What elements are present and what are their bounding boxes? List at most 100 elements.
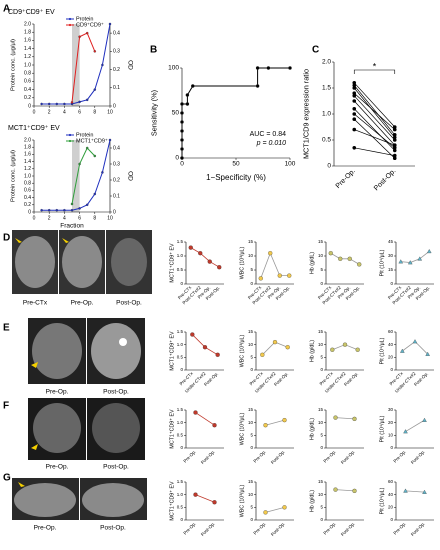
marker bbox=[357, 262, 362, 267]
series-line bbox=[71, 32, 96, 103]
y-tick-label: 0.5 bbox=[177, 355, 184, 360]
legend-marker bbox=[68, 17, 72, 21]
marker bbox=[422, 417, 427, 422]
y-tick-label: 1.5 bbox=[177, 239, 184, 244]
y2-tick-label: 0.4 bbox=[113, 145, 120, 151]
marker bbox=[108, 22, 112, 26]
marker bbox=[412, 339, 418, 344]
marker bbox=[392, 133, 397, 137]
y-tick-label: 15 bbox=[248, 329, 254, 334]
marker bbox=[352, 94, 357, 98]
marker bbox=[352, 86, 357, 90]
y-tick-label: 100 bbox=[168, 65, 179, 72]
x-tick-label: 10 bbox=[107, 109, 113, 115]
y-tick-label: 1.5 bbox=[177, 407, 184, 412]
y-tick-label: 0 bbox=[175, 155, 179, 162]
marker bbox=[338, 256, 343, 261]
legend-label: Protein bbox=[76, 16, 93, 22]
y2-tick-label: 0.1 bbox=[113, 85, 120, 91]
marker bbox=[93, 50, 97, 53]
y-axis-label: MCT1⁺CD9⁺ EV bbox=[169, 243, 175, 283]
y-tick-label: 1.4 bbox=[24, 159, 31, 165]
panel-label: B bbox=[150, 45, 157, 56]
marker bbox=[78, 35, 81, 39]
marker bbox=[403, 488, 408, 493]
y-tick-label: 0 bbox=[390, 445, 393, 450]
y-tick-label: 10 bbox=[318, 342, 324, 347]
y-axis-label: Plt (10⁴/μL) bbox=[379, 337, 385, 364]
x-tick-label: Pre-Op. bbox=[322, 521, 337, 536]
pair-line bbox=[353, 85, 396, 136]
marker bbox=[78, 162, 81, 166]
x-tick-label: 6 bbox=[78, 215, 81, 221]
y-tick-label: 10 bbox=[388, 433, 394, 438]
y-tick-label: 1.0 bbox=[322, 111, 331, 118]
y-tick-label: 10 bbox=[248, 253, 254, 258]
series-line bbox=[335, 417, 355, 420]
y-tick-label: 0 bbox=[28, 209, 31, 215]
x-tick-label: 4 bbox=[63, 215, 66, 221]
y-tick-label: 0 bbox=[180, 517, 183, 522]
panel-labels: A B C D E F G bbox=[3, 4, 319, 484]
marker bbox=[285, 345, 290, 350]
y-tick-label: 10 bbox=[318, 492, 324, 497]
marker bbox=[352, 117, 357, 121]
marker bbox=[202, 345, 208, 350]
x-tick-label: Pre-Op. bbox=[182, 521, 197, 536]
marker bbox=[355, 347, 360, 352]
legend-label: CD9⁺CD9⁺ bbox=[76, 21, 104, 28]
y-tick-label: 2.0 bbox=[322, 59, 331, 66]
marker bbox=[392, 148, 397, 153]
panel-label: D bbox=[3, 233, 10, 244]
marker bbox=[108, 138, 112, 142]
y-tick-label: 1.4 bbox=[24, 46, 31, 52]
annotation: p = 0.010 bbox=[256, 140, 286, 147]
series-line bbox=[41, 139, 111, 211]
x-tick-label: Post-Op. bbox=[200, 521, 216, 537]
x-tick-label: Post-Op. bbox=[410, 449, 426, 465]
marker bbox=[352, 127, 357, 132]
y2-axis-label: OD bbox=[126, 60, 133, 70]
y-tick-label: 5 bbox=[250, 433, 253, 438]
y-tick-label: 0.5 bbox=[177, 267, 184, 272]
y-tick-label: 5 bbox=[250, 267, 253, 272]
marker bbox=[85, 98, 89, 102]
x-tick-label: Pre-Op. bbox=[392, 449, 407, 464]
y-axis-label: Plt (10⁴/μL) bbox=[379, 415, 385, 442]
marker bbox=[217, 265, 222, 270]
y-tick-label: 10 bbox=[318, 420, 324, 425]
marker bbox=[85, 31, 89, 35]
marker bbox=[392, 125, 397, 129]
y-tick-label: 0 bbox=[250, 517, 253, 522]
y-tick-label: 0 bbox=[180, 445, 183, 450]
legend-label: Protein bbox=[76, 132, 93, 138]
y-axis-label: Sensitivity (%) bbox=[150, 90, 159, 136]
marker bbox=[352, 112, 357, 116]
marker bbox=[330, 347, 335, 352]
y-tick-label: 0.6 bbox=[24, 79, 31, 85]
y-axis-label: Hb (g/dL) bbox=[309, 490, 315, 512]
y-axis-label: MCT1/CD9 expression ratio bbox=[302, 69, 311, 159]
y-tick-label: 0.5 bbox=[322, 137, 331, 144]
marker bbox=[180, 120, 184, 124]
y-tick-label: 60 bbox=[388, 479, 394, 484]
y-tick-label: 0 bbox=[28, 103, 31, 109]
y-tick-label: 15 bbox=[388, 267, 394, 272]
y-tick-label: 1.0 bbox=[24, 173, 31, 179]
marker bbox=[398, 259, 404, 264]
chart: 0 5 10 15 Hb (g/dL) Pre-Op. Post-Op. bbox=[309, 407, 364, 465]
y-tick-label: 0.4 bbox=[24, 195, 31, 201]
scan-tissue bbox=[14, 483, 76, 517]
y-tick-label: 40 bbox=[388, 492, 394, 497]
legend-marker bbox=[68, 23, 72, 27]
panel-label: C bbox=[312, 45, 319, 56]
x-tick-label: 100 bbox=[285, 161, 296, 168]
marker bbox=[352, 81, 357, 85]
marker bbox=[212, 423, 217, 428]
series-line bbox=[260, 252, 290, 279]
y-tick-label: 0 bbox=[250, 445, 253, 450]
